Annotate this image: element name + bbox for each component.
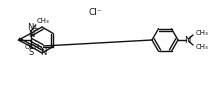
Text: Cl⁻: Cl⁻ xyxy=(88,7,102,16)
Text: S: S xyxy=(29,48,34,57)
Text: N: N xyxy=(184,35,190,44)
Text: CH₃: CH₃ xyxy=(196,30,209,36)
Text: CH₃: CH₃ xyxy=(37,18,49,24)
Text: CH₃: CH₃ xyxy=(196,44,209,50)
Text: OCH₃: OCH₃ xyxy=(24,43,42,50)
Text: N: N xyxy=(40,48,47,57)
Text: N: N xyxy=(28,23,34,32)
Text: N: N xyxy=(28,30,35,39)
Text: +: + xyxy=(32,26,38,32)
